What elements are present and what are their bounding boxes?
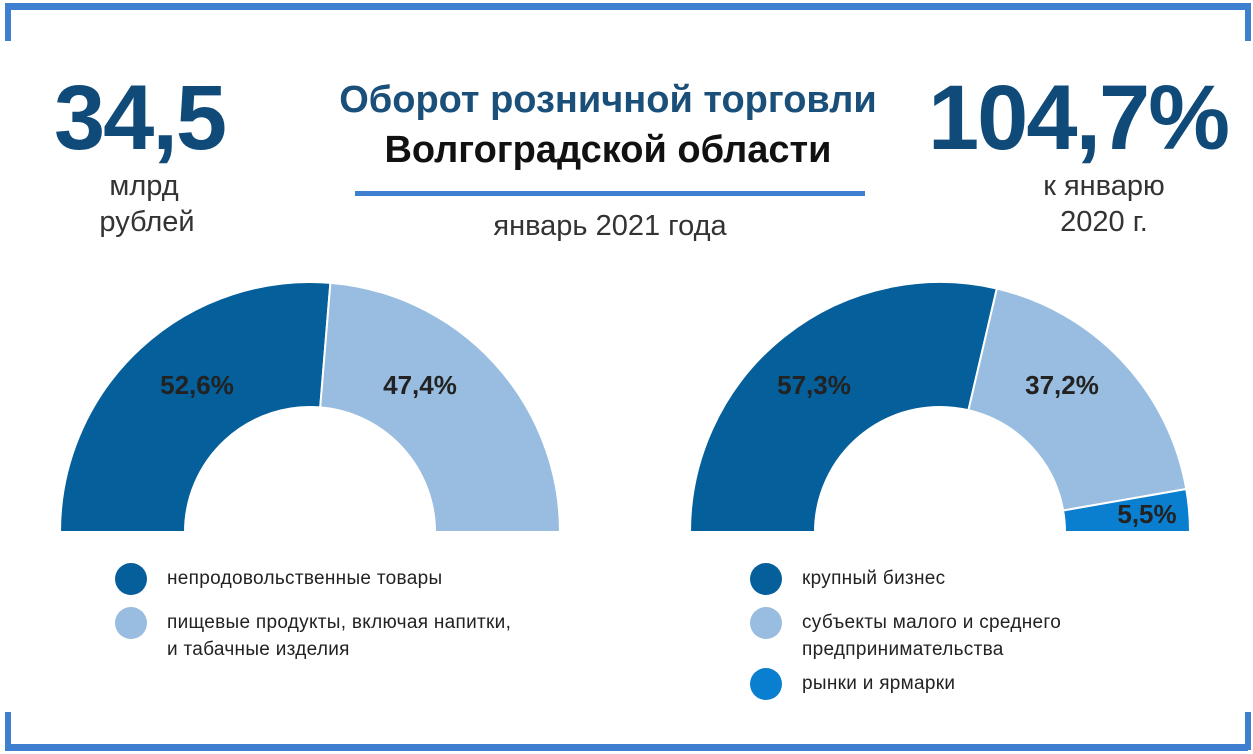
title-underline	[355, 191, 865, 196]
frame-top-bar	[5, 3, 1248, 10]
chart1-segment-1	[58, 281, 332, 533]
frame-right-top-tick	[1245, 3, 1251, 41]
growth-unit-line2: 2020 г.	[1060, 206, 1148, 238]
chart1-data-label-2: 47,4%	[383, 370, 457, 400]
frame-bottom-bar	[5, 744, 1248, 751]
page-subtitle: Волгоградской области	[384, 129, 832, 171]
legend-label: рынки и ярмарки	[802, 673, 956, 694]
chart2-data-label-3: 5,5%	[1117, 499, 1176, 529]
turnover-unit-line2: рублей	[99, 206, 195, 238]
legend-swatch	[115, 607, 147, 639]
frame-right-bottom-tick	[1245, 712, 1251, 750]
page-title: Оборот розничной торговли	[339, 79, 877, 121]
legend-label: непродовольственные товары	[167, 568, 443, 589]
legend-swatch	[750, 607, 782, 639]
legend-label: субъекты малого и среднего предпринимател…	[802, 612, 1062, 660]
legend-swatch	[115, 563, 147, 595]
chart2-data-label-1: 57,3%	[777, 370, 851, 400]
chart2-segment-2	[967, 287, 1188, 512]
growth-unit-line1: к январю	[1043, 170, 1165, 202]
chart2-segment-1	[688, 281, 999, 533]
chart2-segment-3	[1061, 487, 1192, 533]
growth-value: 104,7%	[928, 67, 1230, 169]
legend-swatch	[750, 668, 782, 700]
frame-left-top-tick	[5, 3, 11, 41]
turnover-value: 34,5	[54, 67, 227, 169]
chart1-segment-2	[319, 281, 562, 533]
frame-left-bottom-tick	[5, 712, 11, 750]
legend-swatch	[750, 563, 782, 595]
chart2-data-label-2: 37,2%	[1025, 370, 1099, 400]
legend-label: пищевые продукты, включая напитки, и таба…	[167, 612, 512, 660]
turnover-unit-line1: млрд	[109, 170, 179, 202]
chart1-data-label-1: 52,6%	[160, 370, 234, 400]
period-label: январь 2021 года	[493, 210, 727, 242]
legend-label: крупный бизнес	[802, 568, 946, 589]
